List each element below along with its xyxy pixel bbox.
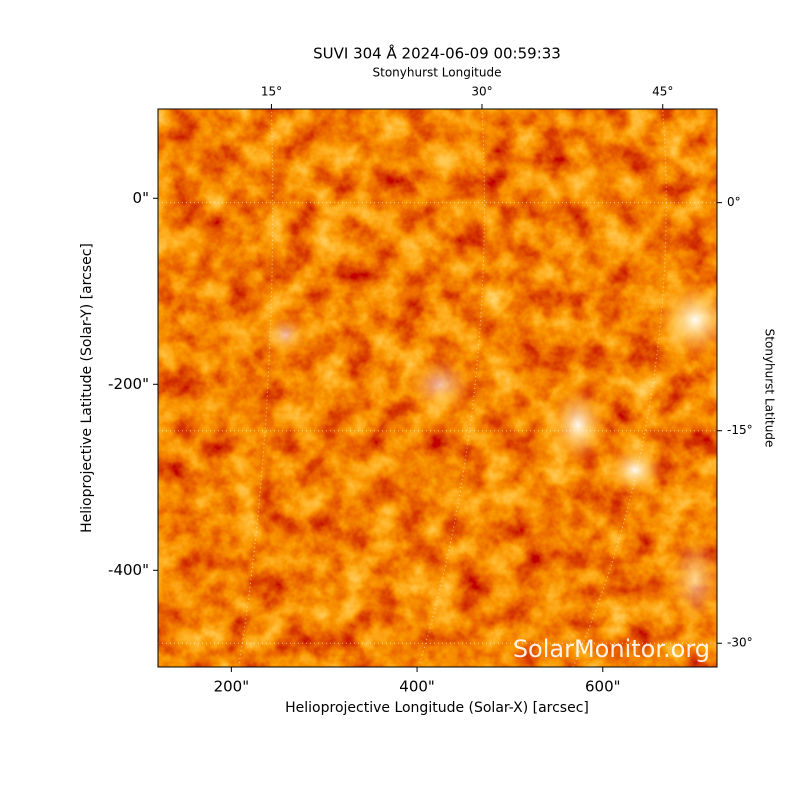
- y-tick-label: 0": [133, 189, 149, 207]
- chart-title: SUVI 304 Å 2024-06-09 00:59:33: [313, 44, 561, 63]
- x2-tick-label: 15°: [261, 85, 282, 99]
- y-tick-label: -400": [108, 561, 149, 579]
- grid: [158, 109, 717, 667]
- solar-image: [158, 109, 717, 667]
- bright-region: [605, 445, 665, 495]
- bright-region: [260, 315, 310, 355]
- y2-label: Stonyhurst Latitude: [763, 329, 777, 448]
- x-tick-label: 400": [399, 678, 435, 696]
- x2-tick-label: 45°: [652, 85, 673, 99]
- grid-line: [418, 109, 485, 667]
- y2-tick-label: -15°: [727, 423, 753, 437]
- x2-tick-label: 30°: [471, 85, 492, 99]
- plot-frame: [157, 108, 718, 668]
- bright-region: [665, 530, 717, 630]
- bright-region: [405, 355, 475, 415]
- bright-region: [548, 385, 608, 465]
- y2-tick-label: 0°: [727, 195, 741, 209]
- x-tick-label: 200": [214, 678, 250, 696]
- y-label: Helioprojective Latitude (Solar-Y) [arcs…: [79, 243, 95, 533]
- y-tick-label: -200": [108, 375, 149, 393]
- watermark: SolarMonitor.org: [513, 635, 710, 663]
- grid-line: [572, 109, 667, 667]
- y2-tick-label: -30°: [727, 636, 753, 650]
- x2-label: Stonyhurst Longitude: [373, 66, 502, 80]
- x-label: Helioprojective Longitude (Solar-X) [arc…: [285, 700, 589, 716]
- x-tick-label: 600": [585, 678, 621, 696]
- bright-region: [655, 280, 717, 360]
